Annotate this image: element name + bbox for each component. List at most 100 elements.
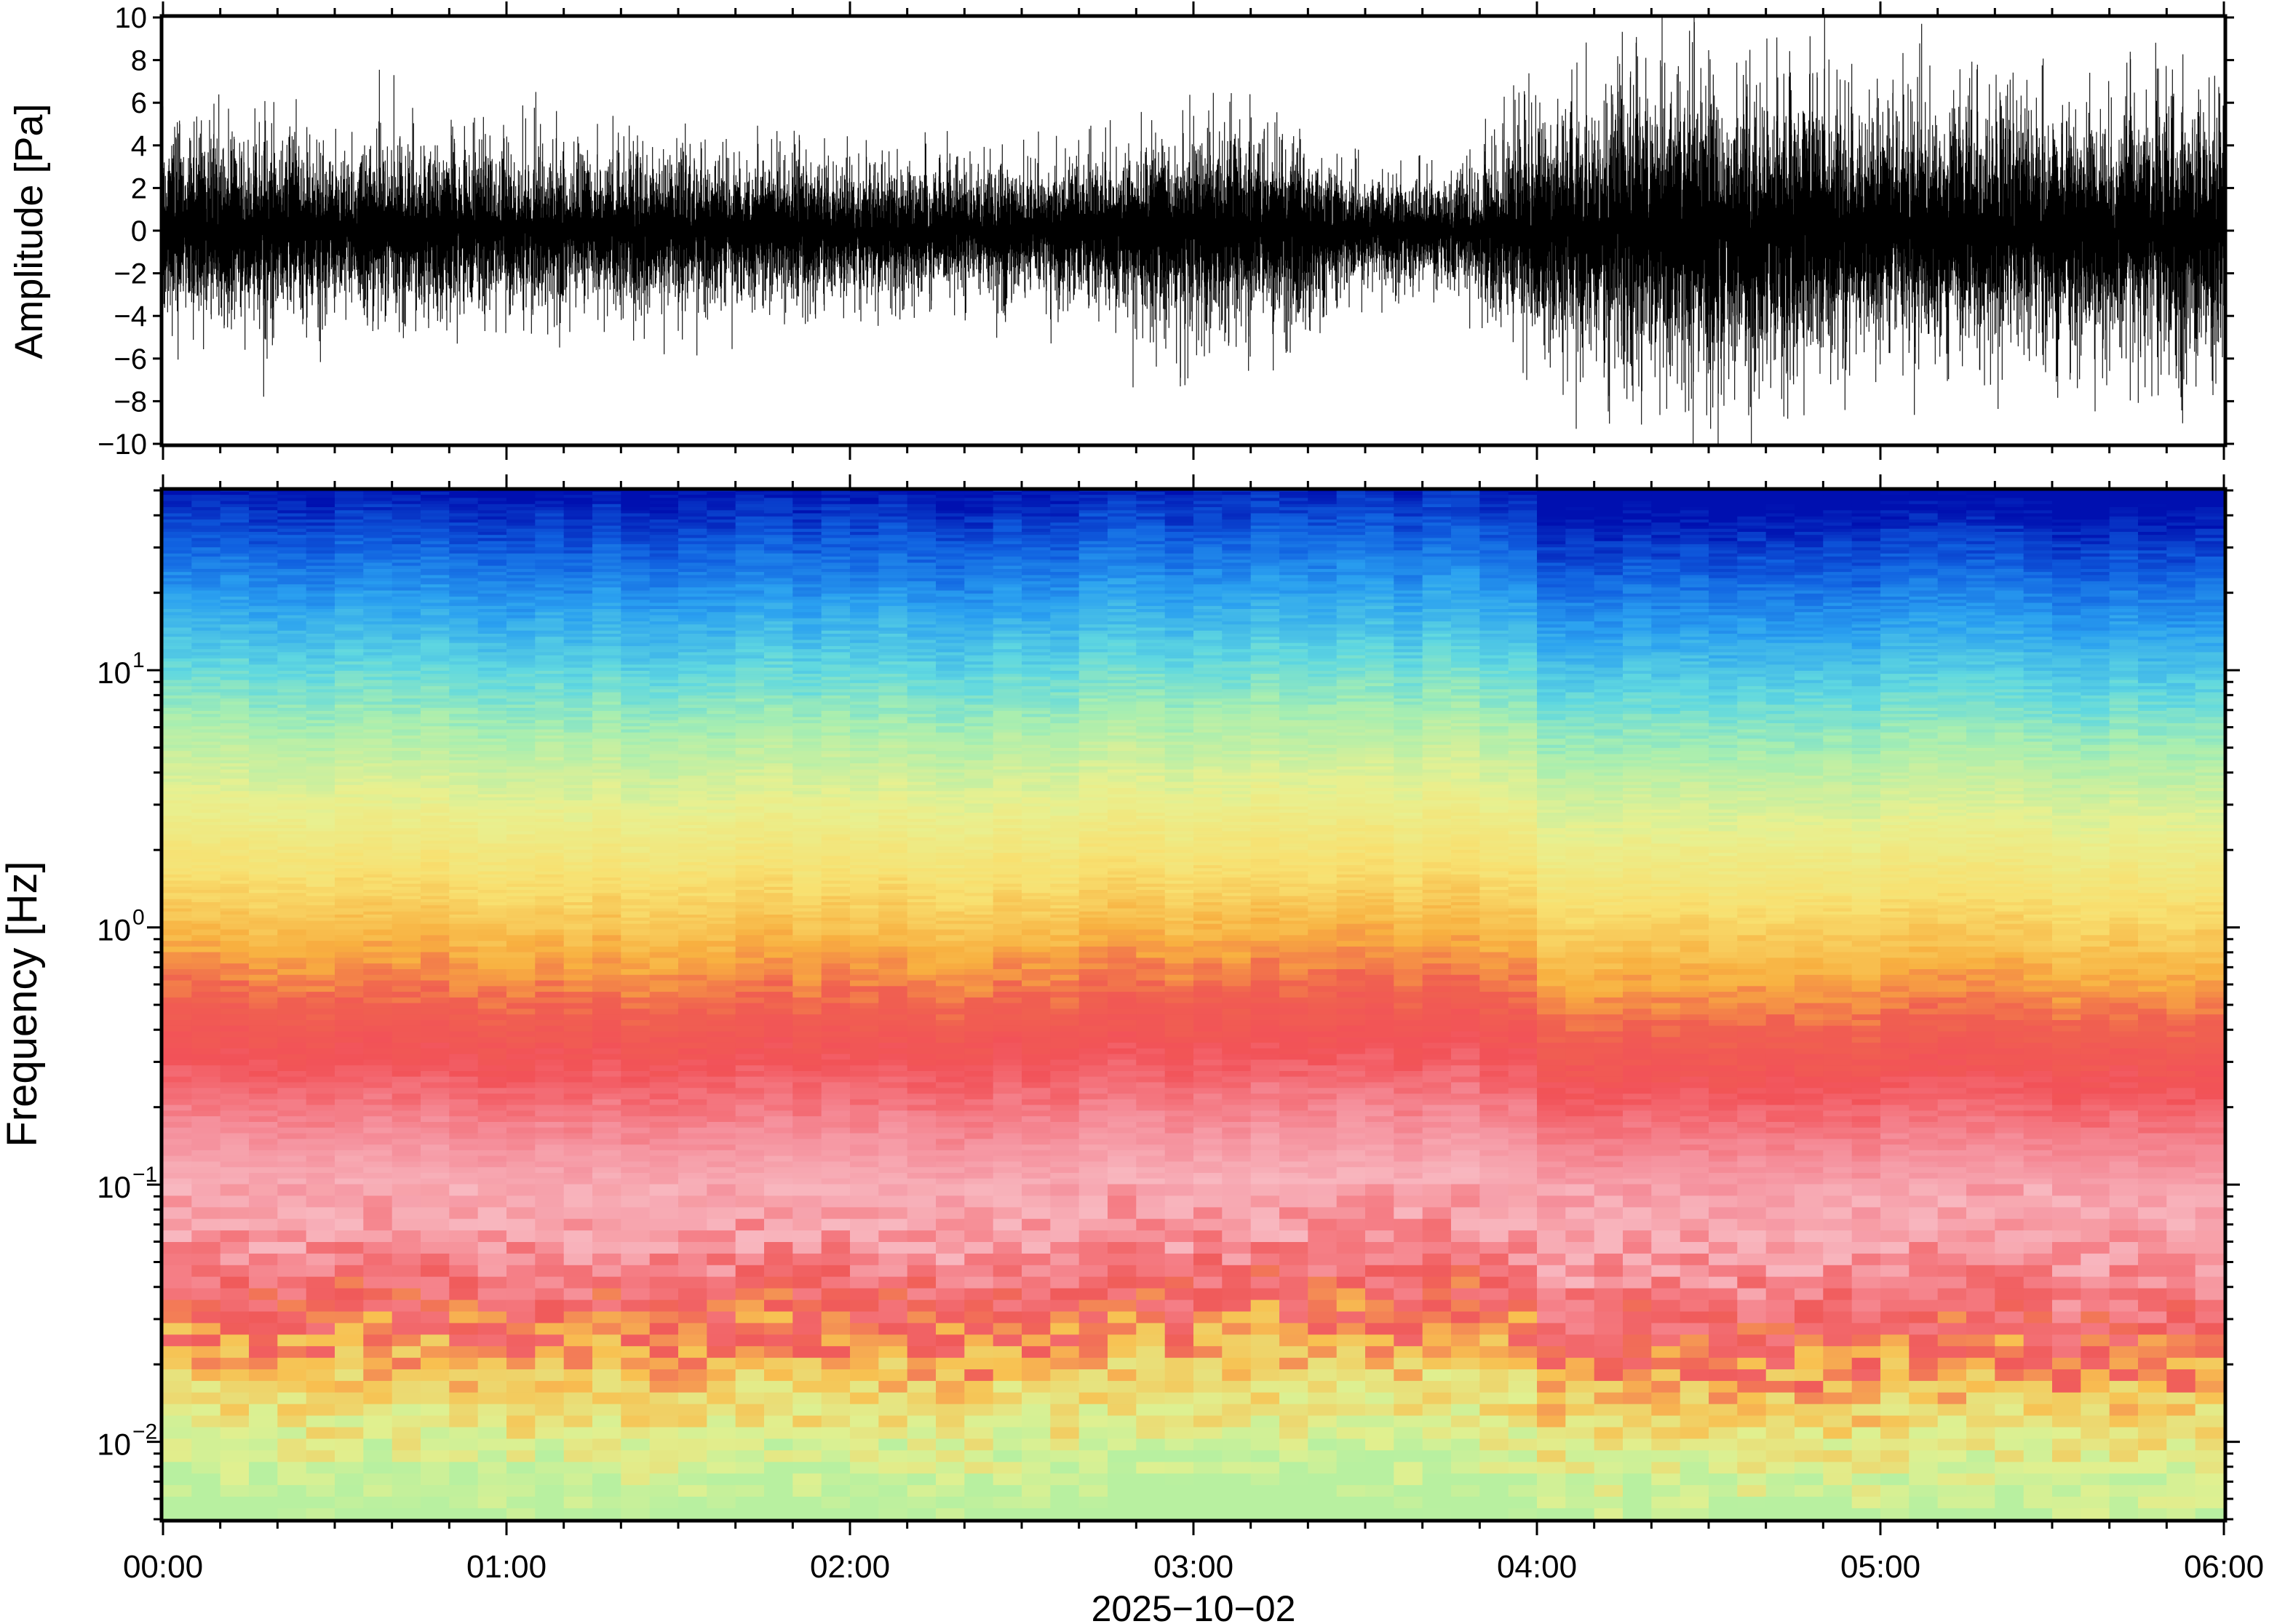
spectrogram-cell bbox=[649, 618, 679, 621]
spectrogram-cell bbox=[535, 818, 565, 822]
spectrogram-cell bbox=[421, 833, 450, 837]
spectrogram-cell bbox=[563, 661, 593, 665]
spectrogram-cell bbox=[363, 790, 393, 795]
spectrogram-cell bbox=[592, 843, 622, 847]
spectrogram-cell bbox=[764, 701, 794, 705]
spectrogram-cell bbox=[678, 1075, 708, 1083]
spectrogram-cell bbox=[764, 1403, 794, 1416]
spectrogram-cell bbox=[163, 1426, 193, 1439]
spectrogram-cell bbox=[535, 544, 565, 548]
spectrogram-cell bbox=[306, 728, 335, 733]
spectrogram-cell bbox=[191, 701, 221, 705]
spectrogram-cell bbox=[363, 491, 393, 495]
spectrogram-cell bbox=[735, 1345, 765, 1358]
spectrogram-cell bbox=[506, 589, 536, 594]
spectrogram-cell bbox=[421, 1093, 450, 1099]
spectrogram-cell bbox=[707, 957, 736, 964]
spectrogram-cell bbox=[792, 951, 822, 958]
spectrogram-cell bbox=[592, 574, 622, 578]
spectrogram-cell bbox=[535, 861, 565, 866]
spectrogram-cell bbox=[678, 1177, 708, 1185]
spectrogram-cell bbox=[592, 651, 622, 656]
spectrogram-cell bbox=[363, 1253, 393, 1265]
spectrogram-cell bbox=[363, 821, 393, 825]
spectrogram-cell bbox=[477, 704, 507, 708]
spectrogram-cell bbox=[563, 556, 593, 560]
spectrogram-cell bbox=[678, 552, 708, 557]
spectrogram-cell bbox=[220, 500, 250, 504]
spectrogram-cell bbox=[163, 997, 193, 1003]
spectrogram-cell bbox=[449, 957, 479, 964]
spectrogram-cell bbox=[277, 765, 307, 770]
spectrogram-cell bbox=[449, 1496, 479, 1508]
spectrogram-cell bbox=[449, 1104, 479, 1111]
spectrogram-cell bbox=[735, 546, 765, 551]
spectrogram-cell bbox=[421, 497, 450, 501]
spectrogram-cell bbox=[649, 920, 679, 924]
spectrogram-cell bbox=[678, 855, 708, 859]
spectrogram-cell bbox=[363, 827, 393, 832]
spectrogram-cell bbox=[707, 750, 736, 755]
spectrogram-cell bbox=[649, 957, 679, 964]
spectrogram-cell bbox=[335, 1241, 365, 1254]
spectrogram-cell bbox=[563, 633, 593, 637]
spectrogram-cell bbox=[421, 1322, 450, 1335]
spectrogram-cell bbox=[249, 1265, 279, 1277]
spectrogram-cell bbox=[163, 892, 193, 896]
spectrogram-cell bbox=[363, 725, 393, 730]
spectrogram-cell bbox=[191, 756, 221, 760]
spectrogram-cell bbox=[335, 904, 365, 909]
spectrogram-cell bbox=[306, 843, 335, 847]
spectrogram-cell bbox=[249, 787, 279, 792]
spectrogram-cell bbox=[592, 815, 622, 819]
spectrogram-cell bbox=[707, 809, 736, 813]
spectrogram-cell bbox=[392, 1138, 421, 1145]
spectrogram-cell bbox=[764, 537, 794, 541]
spectrogram-cell bbox=[306, 593, 335, 597]
spectrogram-cell bbox=[392, 602, 421, 606]
spectrogram-cell bbox=[621, 1322, 651, 1335]
spectrogram-cell bbox=[592, 957, 622, 964]
spectrogram-cell bbox=[392, 870, 421, 875]
spectrogram-cell bbox=[335, 1195, 365, 1208]
spectrogram-cell bbox=[592, 1030, 622, 1038]
spectrogram-cell bbox=[707, 864, 736, 869]
spectrogram-cell bbox=[649, 1014, 679, 1020]
spectrogram-cell bbox=[277, 602, 307, 606]
spectrogram-cell bbox=[306, 917, 335, 921]
spectrogram-cell bbox=[477, 1380, 507, 1393]
spectrogram-cell bbox=[535, 1473, 565, 1486]
spectrogram-cell bbox=[506, 877, 536, 881]
spectrogram-cell bbox=[563, 963, 593, 969]
spectrogram-cell bbox=[306, 1322, 335, 1335]
spectrogram-cell bbox=[792, 1496, 822, 1508]
spectrogram-cell bbox=[649, 963, 679, 969]
spectrogram-cell bbox=[191, 963, 221, 969]
spectrogram-cell bbox=[678, 870, 708, 875]
spectrogram-cell bbox=[563, 664, 593, 668]
spectrogram-cell bbox=[707, 537, 736, 541]
spectrogram-cell bbox=[792, 1299, 822, 1312]
spectrogram-cell bbox=[707, 509, 736, 514]
spectrogram-cell bbox=[249, 710, 279, 715]
spectrogram-cell bbox=[477, 1177, 507, 1185]
spectrogram-cell bbox=[735, 747, 765, 752]
spectrogram-cell bbox=[563, 658, 593, 662]
spectrogram-cell bbox=[707, 830, 736, 835]
spectrogram-cell bbox=[764, 1059, 794, 1066]
spectrogram-cell bbox=[535, 843, 565, 847]
spectrogram-cell bbox=[535, 1002, 565, 1009]
spectrogram-cell bbox=[306, 633, 335, 637]
spectrogram-cell bbox=[535, 1218, 565, 1231]
spectrogram-cell bbox=[707, 626, 736, 631]
spectrogram-cell bbox=[421, 1241, 450, 1254]
spectrogram-cell bbox=[535, 698, 565, 702]
spectrogram-cell bbox=[191, 845, 221, 850]
spectrogram-cell bbox=[363, 589, 393, 594]
spectrogram-cell bbox=[477, 642, 507, 646]
spectrogram-cell bbox=[306, 688, 335, 693]
spectrogram-cell bbox=[563, 855, 593, 859]
spectrogram-cell bbox=[621, 738, 651, 742]
spectrogram-cell bbox=[621, 544, 651, 548]
spectrogram-cell bbox=[735, 1161, 765, 1168]
